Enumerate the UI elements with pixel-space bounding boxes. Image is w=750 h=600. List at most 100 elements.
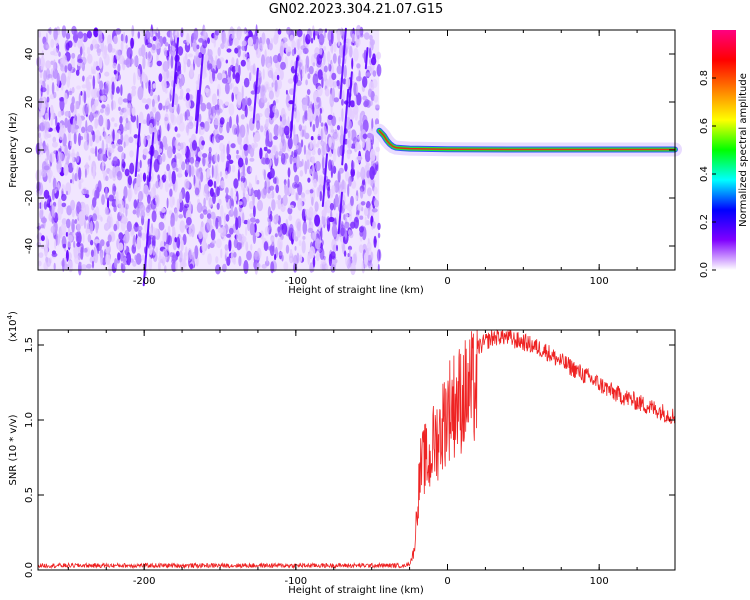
- noise-cell: [356, 76, 362, 82]
- noise-cell: [306, 89, 311, 95]
- noise-cell: [285, 44, 289, 54]
- noise-cell: [107, 34, 112, 46]
- noise-cell: [102, 160, 105, 167]
- noise-cell: [245, 157, 248, 166]
- noise-cell: [118, 130, 121, 135]
- noise-cell: [258, 42, 264, 50]
- noise-cell: [171, 51, 177, 57]
- noise-cell: [211, 93, 217, 106]
- noise-cell: [65, 232, 69, 237]
- noise-cell: [226, 143, 230, 157]
- noise-cell: [39, 137, 43, 152]
- noise-cell: [73, 240, 76, 248]
- noise-cell: [179, 220, 186, 233]
- noise-cell: [207, 49, 213, 58]
- noise-cell: [117, 139, 123, 145]
- noise-cell: [249, 217, 256, 223]
- noise-cell: [82, 75, 85, 82]
- noise-cell: [375, 146, 381, 152]
- noise-cell: [326, 51, 331, 63]
- colorbar-label: Normalized spectral amplitude: [738, 73, 749, 227]
- noise-cell: [67, 40, 73, 48]
- noise-cell: [113, 69, 117, 75]
- noise-cell: [193, 55, 197, 65]
- noise-cell: [254, 251, 260, 261]
- noise-cell: [119, 116, 123, 124]
- noise-cell: [362, 119, 369, 133]
- noise-cell: [327, 62, 330, 72]
- noise-cell: [126, 92, 133, 101]
- noise-cell: [278, 251, 284, 256]
- noise-cell: [210, 105, 217, 117]
- noise-cell: [75, 100, 80, 110]
- noise-cell: [37, 260, 42, 267]
- noise-cell: [176, 236, 181, 249]
- noise-cell: [166, 146, 173, 159]
- noise-cell: [78, 180, 82, 190]
- noise-cell: [148, 51, 151, 59]
- noise-cell: [179, 191, 183, 203]
- noise-cell: [103, 131, 107, 140]
- noise-cell: [185, 191, 190, 204]
- noise-cell: [320, 259, 327, 265]
- noise-cell: [53, 91, 57, 99]
- noise-cell: [96, 90, 100, 98]
- noise-cell: [300, 192, 306, 199]
- noise-cell: [36, 241, 41, 248]
- noise-cell: [121, 158, 126, 173]
- noise-cell: [152, 98, 155, 108]
- noise-cell: [154, 111, 161, 122]
- noise-cell: [206, 156, 209, 167]
- noise-cell: [355, 195, 358, 200]
- noise-cell: [371, 118, 374, 132]
- noise-cell: [225, 187, 229, 194]
- noise-cell: [51, 82, 55, 95]
- noise-cell: [307, 227, 314, 233]
- noise-cell: [344, 162, 348, 172]
- noise-cell: [171, 254, 178, 263]
- noise-cell: [287, 178, 290, 189]
- noise-cell: [280, 61, 286, 70]
- noise-cell: [67, 234, 73, 242]
- noise-cell: [190, 162, 194, 176]
- noise-cell: [264, 107, 271, 119]
- noise-cell: [231, 34, 235, 39]
- noise-cell: [348, 248, 351, 261]
- noise-cell: [237, 157, 244, 168]
- noise-cell: [105, 118, 108, 130]
- noise-cell: [297, 198, 303, 211]
- noise-streak: [337, 191, 343, 235]
- noise-cell: [172, 145, 176, 155]
- noise-cell: [117, 252, 121, 261]
- noise-cell: [221, 77, 228, 84]
- noise-cell: [61, 54, 67, 66]
- noise-cell: [269, 159, 273, 166]
- noise-cell: [153, 158, 160, 173]
- noise-cell: [222, 263, 227, 273]
- noise-cell: [183, 203, 190, 209]
- noise-cell: [76, 113, 81, 123]
- noise-cell: [149, 244, 153, 256]
- noise-cell: [360, 166, 366, 181]
- noise-cell: [316, 96, 320, 103]
- noise-cell: [123, 59, 130, 65]
- noise-cell: [283, 261, 289, 271]
- y-tick-label: 20: [24, 96, 35, 109]
- noise-cell: [130, 37, 135, 49]
- noise-cell: [296, 221, 301, 232]
- noise-cell: [271, 218, 276, 223]
- noise-cell: [80, 91, 83, 96]
- noise-cell: [346, 136, 352, 150]
- noise-cell: [351, 33, 355, 44]
- noise-cell: [159, 156, 163, 165]
- noise-cell: [271, 199, 276, 211]
- noise-cell: [288, 204, 295, 209]
- noise-cell: [107, 43, 113, 53]
- noise-cell: [374, 104, 380, 109]
- noise-cell: [288, 214, 293, 221]
- noise-cell: [305, 215, 308, 221]
- noise-cell: [209, 200, 213, 206]
- noise-cell: [215, 217, 219, 230]
- noise-cell: [305, 189, 311, 195]
- noise-cell: [164, 179, 169, 193]
